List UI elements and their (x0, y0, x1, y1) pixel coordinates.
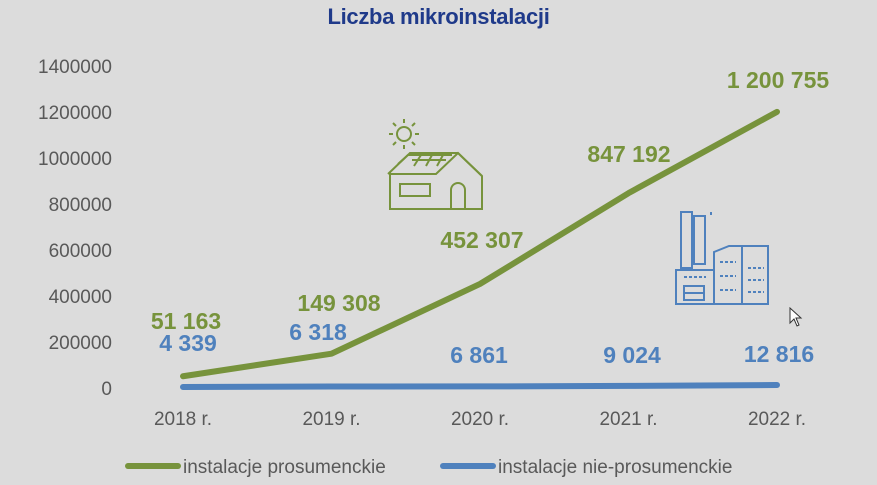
x-tick-label: 2021 r. (599, 409, 657, 430)
chart-title: Liczba mikroinstalacji (327, 4, 550, 29)
data-labels: 51 163 149 308 452 307 847 192 1 200 755 4 33… (151, 67, 830, 368)
legend-label: instalacje nie-prosumenckie (498, 457, 732, 478)
data-label: 149 308 (297, 290, 380, 316)
y-axis: 0 200000 400000 600000 800000 1000000 1200000 1… (38, 57, 112, 400)
y-tick-label: 600000 (49, 241, 112, 262)
x-tick-label: 2020 r. (451, 409, 509, 430)
series-line-0 (180, 108, 780, 380)
x-tick-label: 2022 r. (748, 409, 806, 430)
plot-area (180, 108, 780, 391)
factory-icon (675, 211, 769, 305)
legend-label: instalacje prosumenckie (183, 457, 386, 478)
data-label: 12 816 (744, 341, 814, 367)
x-tick-label: 2019 r. (302, 409, 360, 430)
data-label: 9 024 (603, 342, 661, 368)
x-axis: 2018 r. 2019 r. 2020 r. 2021 r. 2022 r. (154, 409, 806, 430)
data-label: 6 318 (289, 319, 347, 345)
y-tick-label: 1000000 (38, 149, 112, 170)
legend: instalacje prosumenckie instalacje nie-pr… (125, 457, 732, 478)
data-label: 51 163 (151, 308, 221, 334)
data-label: 452 307 (440, 227, 523, 253)
house-with-solar-panels-icon (387, 119, 483, 210)
y-tick-label: 200000 (49, 333, 112, 354)
y-tick-label: 1200000 (38, 103, 112, 124)
series-line-1 (180, 382, 780, 391)
mouse-cursor-icon (789, 307, 803, 327)
x-tick-label: 2018 r. (154, 409, 212, 430)
data-label: 6 861 (450, 342, 508, 368)
y-tick-label: 400000 (49, 287, 112, 308)
data-label: 1 200 755 (727, 67, 830, 93)
data-label: 847 192 (587, 141, 670, 167)
y-tick-label: 1400000 (38, 57, 112, 78)
y-tick-label: 800000 (49, 195, 112, 216)
data-label: 4 339 (159, 330, 217, 356)
y-tick-label: 0 (101, 379, 112, 400)
